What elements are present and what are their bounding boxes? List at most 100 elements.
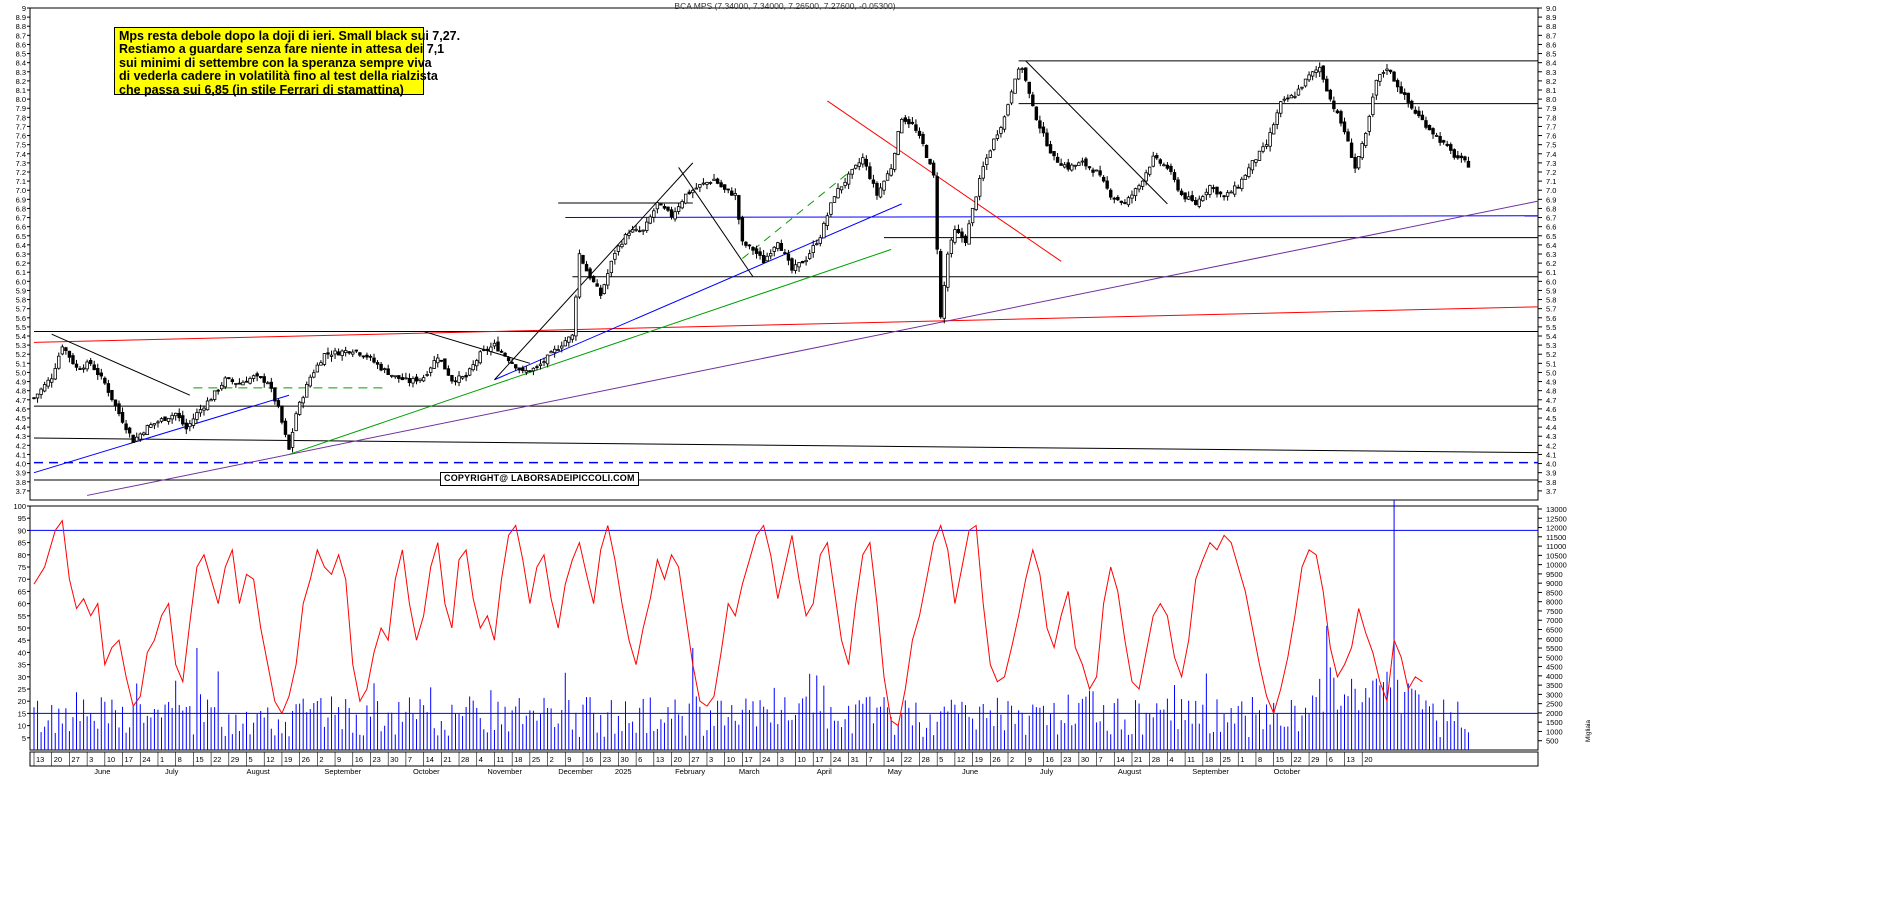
candle-body: [761, 254, 766, 264]
candle-body: [439, 359, 444, 362]
candle-body: [485, 348, 490, 351]
x-tick-label: 19: [975, 755, 983, 764]
candle-body: [166, 417, 171, 422]
candle-body: [202, 407, 206, 411]
candle-body: [60, 346, 65, 355]
candle-body: [464, 374, 468, 378]
price-tick-label-right: 4.9: [1546, 378, 1556, 387]
candle-body: [99, 372, 103, 377]
month-label: February: [675, 767, 705, 776]
candle-body: [489, 346, 493, 352]
candle-body: [549, 351, 553, 354]
x-tick-label: 8: [1258, 755, 1262, 764]
x-tick-label: 4: [479, 755, 483, 764]
x-tick-label: 15: [195, 755, 203, 764]
volume-tick-label: 5000: [1546, 653, 1563, 662]
candle-body: [209, 399, 213, 402]
candle-body: [64, 347, 68, 351]
candle-body: [616, 245, 621, 252]
volume-tick-label: 11500: [1546, 533, 1566, 542]
price-tick-label-left: 4.2: [16, 441, 26, 450]
candle-body: [1268, 132, 1272, 147]
price-tick-label-left: 4.3: [16, 432, 26, 441]
price-tick-label-right: 7.3: [1546, 159, 1556, 168]
candle-body: [811, 245, 815, 253]
x-axis-frame: [29, 751, 1539, 767]
candle-body: [152, 423, 157, 426]
candle-body: [354, 349, 359, 352]
candle-body: [1179, 190, 1184, 196]
candle-body: [574, 296, 578, 337]
price-tick-label-right: 5.5: [1546, 323, 1556, 332]
candle-body: [283, 420, 288, 435]
candle-body: [294, 413, 298, 432]
candle-body: [1247, 167, 1251, 177]
osc-tick-label: 65: [18, 587, 26, 596]
volume-tick-label: 8500: [1546, 588, 1563, 597]
note-line-2: Restiamo a guardare senza fare niente in…: [119, 42, 445, 57]
candle-body: [655, 202, 660, 210]
price-tick-label-right: 8.4: [1546, 59, 1556, 68]
candle-body: [985, 157, 989, 166]
candle-body: [1332, 100, 1336, 110]
candle-body: [375, 362, 380, 365]
candle-body: [528, 370, 532, 373]
osc-tick-label: 20: [18, 697, 26, 706]
candle-body: [807, 253, 812, 260]
copyright-label: COPYRIGHT@ LABORSADEIPICCOLI.COM: [440, 472, 639, 486]
price-tick-label-right: 8.8: [1546, 22, 1556, 31]
price-tick-label-left: 4.9: [16, 378, 26, 387]
candle-body: [379, 363, 383, 371]
candle-body: [1158, 159, 1163, 164]
candle-body: [815, 243, 819, 246]
candle-body: [659, 203, 663, 206]
candle-body: [751, 247, 755, 251]
x-tick-label: 19: [284, 755, 292, 764]
candle-body: [1403, 92, 1407, 95]
volume-tick-label: 500: [1546, 737, 1559, 746]
candle-body: [637, 230, 642, 233]
candle-body: [1438, 135, 1442, 143]
candle-body: [1282, 98, 1286, 101]
candle-body: [305, 383, 309, 398]
x-tick-label: 16: [355, 755, 363, 764]
candle-body: [588, 268, 592, 279]
candle-body: [1031, 94, 1035, 107]
volume-tick-label: 1000: [1546, 727, 1563, 736]
volume-tick-label: 5500: [1546, 644, 1563, 653]
month-label: December: [558, 767, 593, 776]
x-tick-label: 12: [266, 755, 274, 764]
price-tick-label-right: 8.3: [1546, 68, 1556, 77]
x-tick-label: 6: [1329, 755, 1333, 764]
candle-body: [882, 180, 886, 191]
candle-body: [1123, 202, 1127, 204]
price-tick-label-left: 5.7: [16, 305, 26, 314]
price-tick-label-left: 8.6: [16, 40, 26, 49]
x-tick-label: 28: [461, 755, 469, 764]
candle-body: [772, 246, 776, 252]
trendline: [827, 100, 1062, 262]
candle-body: [1420, 114, 1425, 121]
price-tick-label-right: 5.8: [1546, 296, 1556, 305]
candle-body: [343, 350, 348, 354]
price-tick-label-right: 4.5: [1546, 414, 1556, 423]
candle-body: [319, 362, 323, 366]
candle-body: [1364, 133, 1368, 147]
candle-body: [1342, 121, 1347, 133]
x-tick-label: 18: [1205, 755, 1213, 764]
candle-body: [1027, 81, 1031, 94]
candle-body: [96, 368, 100, 376]
candle-body: [188, 423, 192, 428]
price-tick-label-left: 3.7: [16, 487, 26, 496]
candle-body: [1367, 115, 1371, 132]
candle-body: [804, 259, 808, 263]
price-tick-label-left: 8.4: [16, 59, 26, 68]
price-tick-label-left: 6.1: [16, 268, 26, 277]
candle-body: [170, 414, 174, 420]
x-tick-label: 14: [426, 755, 434, 764]
candle-body: [1137, 185, 1141, 190]
price-tick-label-right: 6.6: [1546, 223, 1556, 232]
price-tick-label-left: 5.2: [16, 350, 26, 359]
candle-body: [50, 378, 54, 383]
price-tick-label-right: 8.0: [1546, 95, 1556, 104]
